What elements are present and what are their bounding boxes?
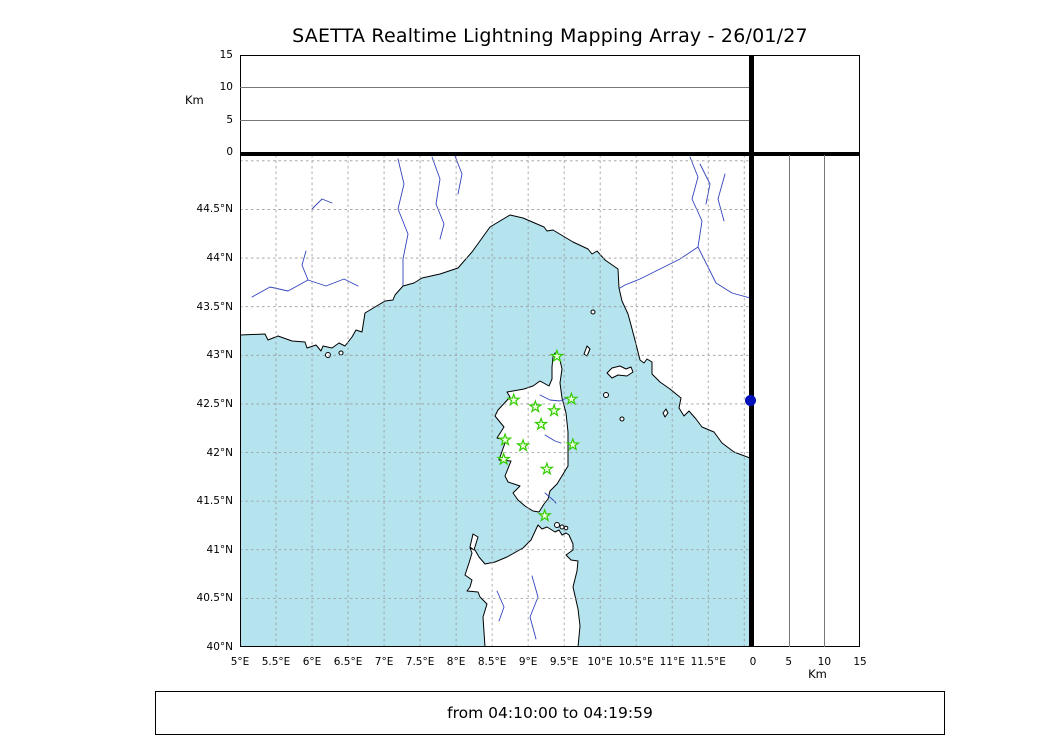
station-star [539, 461, 555, 476]
time-window-text: from 04:10:00 to 04:19:59 [447, 704, 653, 722]
station-star [497, 432, 513, 447]
station-star [564, 391, 579, 406]
right-km-tick-label: 0 [749, 656, 757, 668]
lat-tick-label: 43.5°N [196, 300, 233, 313]
alt-tick-label: 15 [219, 49, 233, 61]
capraia-island [583, 345, 591, 357]
top-panel-gridline [240, 119, 750, 121]
station-star [565, 437, 581, 451]
asinara-island [469, 533, 479, 551]
station-markers [496, 348, 581, 522]
thick-axis-divider-horizontal [240, 152, 860, 155]
gorgona-island [590, 309, 596, 315]
giglio-island [662, 408, 669, 418]
maddalena-islands [554, 522, 569, 531]
alt-tick-label: 5 [226, 113, 233, 126]
station-star [527, 399, 543, 414]
montecristo-island [619, 416, 625, 422]
alt-tick-label: 0 [226, 146, 233, 158]
lon-tick-label: 10°E [587, 656, 613, 668]
mainland-coastline [240, 155, 750, 459]
rivers [251, 155, 750, 640]
sardinia-island [464, 524, 581, 647]
lon-tick-label: 8.5°E [477, 656, 507, 668]
altitude-longitude-panel [240, 55, 751, 153]
lat-tick-label: 44.5°N [196, 203, 233, 216]
right-km-tick-label: 15 [853, 656, 867, 668]
top-panel-gridline [240, 87, 750, 89]
lon-tick-label: 7°E [374, 656, 394, 668]
lon-tick-label: 7.5°E [405, 656, 435, 668]
lat-tick-label: 40°N [206, 641, 233, 653]
lon-tick-label: 10.5°E [618, 656, 654, 668]
lon-tick-label: 6.5°E [333, 656, 363, 668]
altitude-data-point [744, 394, 756, 406]
lon-tick-label: 5.5°E [261, 656, 291, 668]
station-star [533, 416, 549, 431]
lat-tick-label: 42.5°N [196, 397, 233, 410]
station-star [506, 392, 521, 407]
right-km-tick-label: 5 [785, 656, 792, 668]
station-star [549, 348, 565, 363]
elba-island [606, 365, 634, 379]
lon-tick-label: 9.5°E [549, 656, 579, 668]
lat-tick-label: 41.5°N [196, 495, 233, 508]
lat-tick-label: 43°N [206, 349, 233, 362]
lon-tick-label: 6°E [302, 656, 322, 668]
lon-tick-label: 9°E [518, 656, 538, 668]
station-star [546, 403, 562, 417]
lon-tick-label: 5°E [230, 656, 250, 668]
pianosa-island [603, 392, 609, 398]
altitude-axis-label: Km [185, 93, 204, 107]
lat-tick-label: 40.5°N [196, 592, 233, 605]
thick-axis-divider-vertical [749, 55, 753, 647]
lon-tick-label: 8°E [446, 656, 466, 668]
alt-tick-label: 10 [219, 81, 233, 94]
status-bar: from 04:10:00 to 04:19:59 [155, 691, 945, 735]
right-panel-gridline [788, 155, 790, 647]
right-panel-gridline [824, 155, 826, 647]
station-star [496, 451, 511, 466]
station-star [537, 508, 552, 522]
corner-panel [753, 55, 860, 153]
lat-tick-label: 41°N [206, 543, 233, 556]
map-grid [240, 155, 750, 647]
page-title: SAETTA Realtime Lightning Mapping Array … [292, 25, 808, 47]
map-canvas [240, 155, 750, 647]
right-km-tick-label: 10 [817, 656, 832, 668]
lon-tick-label: 11°E [659, 656, 685, 668]
lon-tick-label: 11.5°E [690, 656, 726, 668]
station-star [515, 438, 531, 452]
right-altitude-axis-label: Km [808, 667, 827, 681]
lat-tick-label: 42°N [206, 446, 233, 459]
lat-tick-label: 44°N [206, 252, 233, 265]
altitude-latitude-panel [753, 155, 860, 647]
